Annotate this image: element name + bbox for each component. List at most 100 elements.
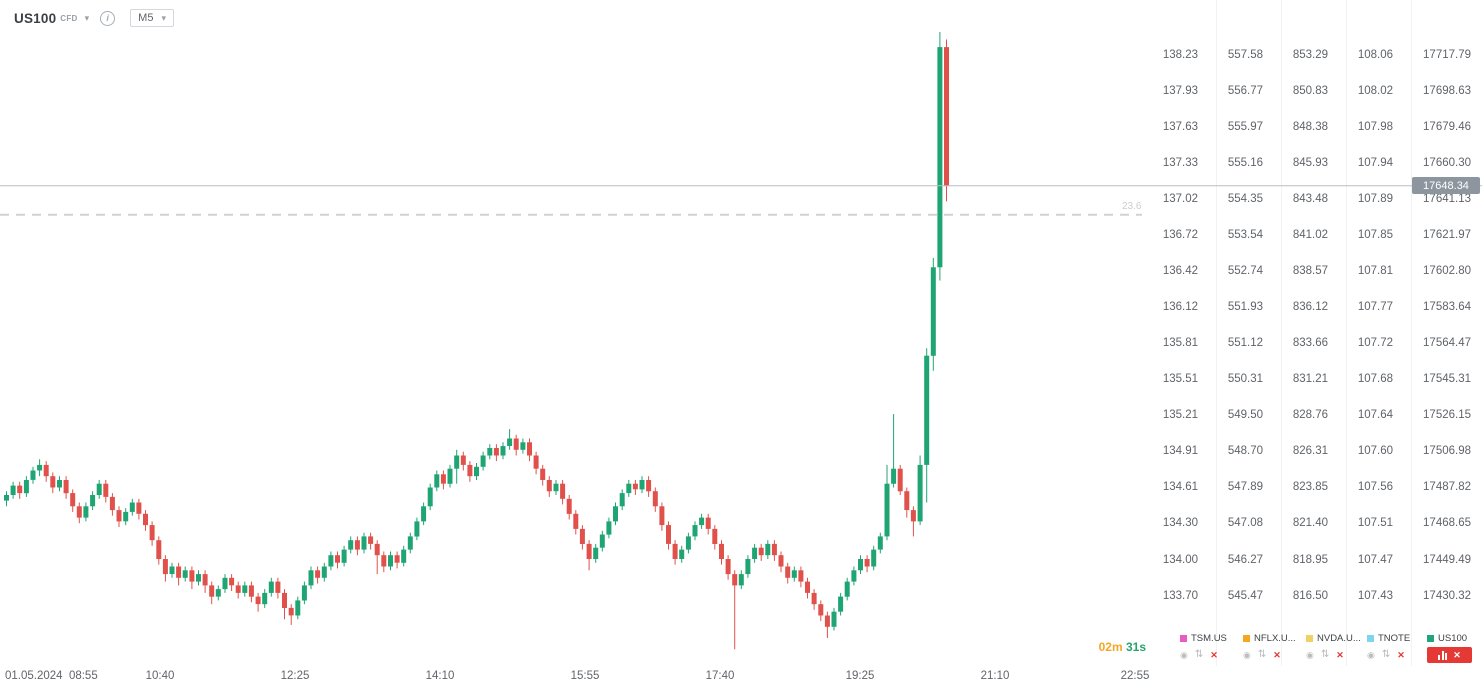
watchlist-tab-NVDA.U...[interactable]: NVDA.U... <box>1306 633 1361 644</box>
candle-countdown-timer: 02m 31s <box>1086 640 1146 654</box>
price-scale-label: 551.12 <box>1227 337 1263 350</box>
price-scale-label: 107.64 <box>1357 409 1393 422</box>
watchlist-tab-actions: ◉ ⇅ ✕ <box>1306 648 1344 662</box>
price-scale-label: 17583.64 <box>1423 301 1471 313</box>
price-scale-label: 138.23 <box>1162 48 1198 61</box>
price-scale-label: 853.29 <box>1292 48 1328 61</box>
price-scale-label: 134.00 <box>1162 553 1198 566</box>
price-scale-column-NVDA.US[interactable]: 853.29 850.83 848.38 845.93 843.48 841.02 838.… <box>1268 0 1328 666</box>
price-scale-label: 107.47 <box>1357 553 1393 566</box>
price-scale-label: 107.81 <box>1357 264 1393 277</box>
instrument-color-swatch <box>1243 635 1250 642</box>
price-scale-label: 107.98 <box>1357 120 1393 133</box>
price-scale-label: 17602.80 <box>1423 264 1471 277</box>
price-scale-label: 107.94 <box>1357 156 1393 169</box>
price-scale-label: 550.31 <box>1227 373 1263 386</box>
price-scale-label: 547.89 <box>1227 481 1263 494</box>
price-scale-label: 551.93 <box>1227 301 1263 313</box>
chart-icon <box>1438 650 1448 660</box>
price-scale-label: 554.35 <box>1227 192 1263 205</box>
visibility-icon[interactable]: ◉ <box>1243 649 1251 660</box>
price-scale-label: 823.85 <box>1292 481 1328 494</box>
price-scale-label: 137.02 <box>1162 192 1198 205</box>
symbol-dropdown-caret-icon[interactable]: ▾ <box>84 12 90 23</box>
timeframe-select[interactable]: M5 ▾ <box>130 9 174 27</box>
price-scale-label: 107.56 <box>1357 481 1393 494</box>
price-scale-label: 133.70 <box>1162 589 1198 602</box>
price-scale-column-TSM.US[interactable]: 138.23 137.93 137.63 137.33 137.02 136.72 136.… <box>1138 0 1198 666</box>
fib-level-label: 23.6 <box>1122 200 1142 212</box>
price-scale-label: 17468.65 <box>1423 517 1471 530</box>
price-scale-label: 548.70 <box>1227 445 1263 458</box>
price-scale-label: 17545.31 <box>1423 373 1471 386</box>
price-scale-label: 556.77 <box>1227 84 1263 97</box>
price-scale-label: 107.68 <box>1357 373 1393 386</box>
timeframe-caret-icon: ▾ <box>161 12 166 23</box>
price-scale-column-TNOTE[interactable]: 108.06 108.02 107.98 107.94 107.89 107.85 107.… <box>1333 0 1393 666</box>
instrument-type-label: CFD <box>60 13 78 23</box>
time-axis-label: 17:40 <box>705 670 735 682</box>
watchlist-tab-label: NFLX.U... <box>1254 633 1296 644</box>
price-scale-column-NFLX.US[interactable]: 557.58 556.77 555.97 555.16 554.35 553.54 552.… <box>1203 0 1263 666</box>
time-axis-label: 12:25 <box>280 670 310 682</box>
price-scale-label: 17641.13 <box>1423 192 1471 205</box>
time-axis-label: 22:55 <box>1120 670 1150 682</box>
price-column-separator <box>1346 0 1347 666</box>
time-axis-label: 01.05.2024 08:55 <box>5 670 98 682</box>
price-scale-label: 108.02 <box>1357 84 1393 97</box>
close-icon[interactable]: ✕ <box>1336 649 1344 660</box>
price-scale-label: 546.27 <box>1227 553 1263 566</box>
watchlist-tab-US100[interactable]: US100 <box>1427 633 1467 644</box>
price-scale-label: 137.33 <box>1162 156 1198 169</box>
price-scale-label: 107.72 <box>1357 337 1393 350</box>
price-scale-label: 547.08 <box>1227 517 1263 530</box>
price-scale-label: 821.40 <box>1292 517 1328 530</box>
visibility-icon[interactable]: ◉ <box>1306 649 1314 660</box>
time-axis-label: 15:55 <box>570 670 600 682</box>
active-chart-close-badge[interactable]: ✕ <box>1427 647 1472 663</box>
time-axis-label: 19:25 <box>845 670 875 682</box>
timeframe-value: M5 <box>138 12 154 24</box>
price-scale-label: 553.54 <box>1227 228 1263 241</box>
price-scale-label: 107.51 <box>1357 517 1393 530</box>
visibility-icon[interactable]: ◉ <box>1180 649 1188 660</box>
transfer-icon[interactable]: ⇅ <box>1194 649 1204 660</box>
price-scale-label: 831.21 <box>1292 373 1328 386</box>
watchlist-tab-TSM.US[interactable]: TSM.US <box>1180 633 1227 644</box>
watchlist-tab-actions: ◉ ⇅ ✕ <box>1180 648 1218 662</box>
price-column-separator <box>1281 0 1282 666</box>
instrument-color-swatch <box>1367 635 1374 642</box>
price-scale-label: 135.21 <box>1162 409 1198 422</box>
price-scale-label: 134.30 <box>1162 517 1198 530</box>
close-icon[interactable]: ✕ <box>1273 649 1281 660</box>
watchlist-tab-TNOTE[interactable]: TNOTE <box>1367 633 1410 644</box>
price-scale-label: 134.61 <box>1162 481 1198 494</box>
transfer-icon[interactable]: ⇅ <box>1257 649 1267 660</box>
symbol-name[interactable]: US100 <box>14 10 57 26</box>
close-icon[interactable]: ✕ <box>1397 649 1405 660</box>
price-scale-label: 107.60 <box>1357 445 1393 458</box>
time-axis-label: 10:40 <box>145 670 175 682</box>
price-scale-label: 17717.79 <box>1423 48 1471 61</box>
transfer-icon[interactable]: ⇅ <box>1320 649 1330 660</box>
price-scale-label: 545.47 <box>1227 589 1263 602</box>
close-icon[interactable]: ✕ <box>1453 649 1461 660</box>
watchlist-tab-NFLX.U...[interactable]: NFLX.U... <box>1243 633 1296 644</box>
info-icon[interactable]: i <box>100 10 116 26</box>
price-scale-label: 828.76 <box>1292 409 1328 422</box>
price-scale-column-US100[interactable]: 17717.79 17698.63 17679.46 17660.30 17641.13… <box>1411 0 1471 666</box>
visibility-icon[interactable]: ◉ <box>1367 649 1375 660</box>
close-icon[interactable]: ✕ <box>1210 649 1218 660</box>
time-axis[interactable]: 01.05.2024 08:55 10:40 12:25 14:10 15:55 17:4… <box>0 670 1482 694</box>
instrument-color-swatch <box>1180 635 1187 642</box>
transfer-icon[interactable]: ⇅ <box>1381 649 1391 660</box>
price-scale-label: 845.93 <box>1292 156 1328 169</box>
price-scale-label: 136.42 <box>1162 264 1198 277</box>
price-scale-label: 549.50 <box>1227 409 1263 422</box>
price-scale-label: 836.12 <box>1292 301 1328 313</box>
price-scale-label: 134.91 <box>1162 445 1198 458</box>
chart-header: US100 CFD ▾ i M5 ▾ <box>14 9 174 27</box>
instrument-color-swatch <box>1306 635 1313 642</box>
price-scale-label: 841.02 <box>1292 228 1328 241</box>
